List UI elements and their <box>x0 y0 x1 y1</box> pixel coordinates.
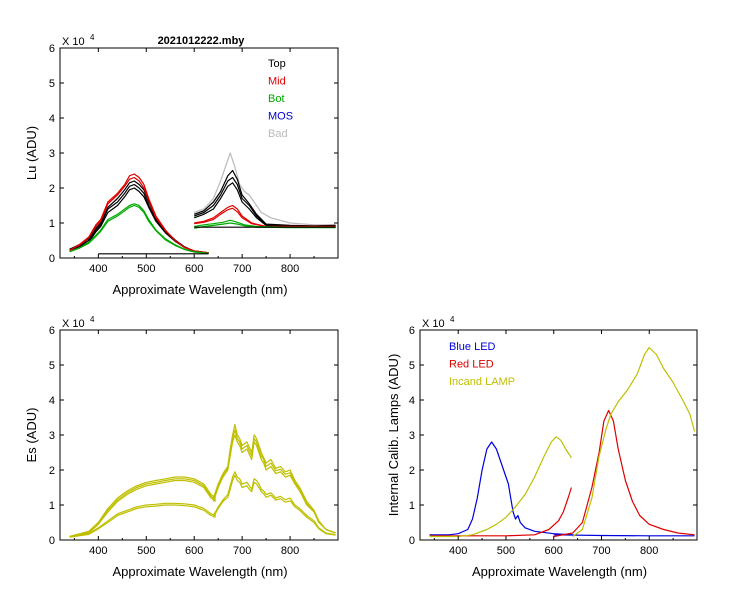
x-tick-label: 700 <box>233 263 251 275</box>
series-incand-lamp-line <box>572 346 696 537</box>
legend-blue-led: Blue LED <box>449 341 496 353</box>
legend-top: Top <box>268 58 286 70</box>
legend-mid: Mid <box>268 76 286 88</box>
y-tick-label: 3 <box>409 430 415 442</box>
legend-incand-lamp: Incand LAMP <box>449 376 515 388</box>
x-tick-label: 400 <box>449 545 467 557</box>
chart-lamps: 400 500 600 700 800 0 1 2 3 4 5 6 X 10 4 Approximate W… <box>386 315 698 579</box>
series-es-line <box>69 478 217 538</box>
x-axis-label: Approximate Wavelength (nm) <box>472 564 647 579</box>
legend-bad: Bad <box>268 128 288 140</box>
y-tick-label: 6 <box>49 325 55 337</box>
y-tick-label: 6 <box>409 325 415 337</box>
y-tick-label: 5 <box>409 360 415 372</box>
series-es-line <box>69 479 217 538</box>
y-tick-label: 0 <box>49 535 55 547</box>
y-tick-label: 2 <box>49 465 55 477</box>
x-tick-label: 700 <box>592 545 610 557</box>
chart-es: 400 500 600 700 800 0 1 2 3 4 5 6 X 10 4 Approximate W… <box>24 315 339 579</box>
x-tick-label: 700 <box>233 545 251 557</box>
x-tick-label: 500 <box>497 545 515 557</box>
series-top-line <box>193 169 336 227</box>
series-es-line <box>69 502 217 538</box>
series-top-line <box>193 182 336 228</box>
y-tick-label: 3 <box>49 148 55 160</box>
series-bot-line <box>69 204 209 254</box>
series-incand-lamp-line <box>429 436 572 538</box>
series-bot-line <box>69 203 209 254</box>
y-multiplier-label: X 10 <box>62 318 85 330</box>
x-tick-label: 500 <box>137 545 155 557</box>
chart-title: 2021012222.mby <box>158 35 246 47</box>
y-multiplier-exponent: 4 <box>450 315 455 324</box>
y-tick-label: 4 <box>49 113 55 125</box>
x-tick-label: 400 <box>89 545 107 557</box>
series-top-line <box>69 183 209 254</box>
series-blue-led-line <box>429 441 573 536</box>
series-es-line <box>69 504 217 538</box>
y-multiplier-exponent: 4 <box>90 315 95 324</box>
series-top-line <box>69 187 209 254</box>
x-axis-label: Approximate Wavelength (nm) <box>112 564 287 579</box>
x-axis-label: Approximate Wavelength (nm) <box>112 282 287 297</box>
y-tick-label: 2 <box>49 183 55 195</box>
series-es-line <box>212 423 336 534</box>
series-mid-line <box>69 176 209 254</box>
y-tick-label: 5 <box>49 360 55 372</box>
y-multiplier-exponent: 4 <box>90 33 95 42</box>
x-tick-label: 500 <box>137 263 155 275</box>
y-tick-label: 2 <box>409 465 415 477</box>
legend-red-led: Red LED <box>449 359 494 371</box>
x-tick-label: 800 <box>281 263 299 275</box>
series-es-line <box>212 471 336 536</box>
series-top-line <box>193 176 336 228</box>
y-tick-label: 0 <box>409 535 415 547</box>
y-multiplier-label: X 10 <box>422 318 445 330</box>
legend-mos: MOS <box>268 111 293 123</box>
y-tick-label: 0 <box>49 253 55 265</box>
y-axis-label: Lu (ADU) <box>24 126 39 180</box>
y-tick-label: 1 <box>409 500 415 512</box>
y-multiplier-label: X 10 <box>62 36 85 48</box>
series-red-led-line <box>429 487 572 537</box>
series-blue-led-line <box>553 534 695 537</box>
series-es-line <box>212 429 336 534</box>
y-tick-label: 6 <box>49 43 55 55</box>
y-tick-label: 4 <box>409 395 415 407</box>
chart-lu: 400 500 600 700 800 0 1 2 3 4 5 6 X 10 4 2021012222.mb… <box>24 33 339 297</box>
x-tick-label: 600 <box>185 263 203 275</box>
series-es-line <box>212 474 336 536</box>
x-tick-label: 400 <box>89 263 107 275</box>
y-axis-label: Internal Calib. Lamps (ADU) <box>386 354 401 517</box>
series-bad-line <box>193 152 336 226</box>
y-tick-label: 4 <box>49 395 55 407</box>
y-tick-label: 1 <box>49 218 55 230</box>
y-tick-label: 5 <box>49 78 55 90</box>
x-tick-label: 800 <box>640 545 658 557</box>
legend-bot: Bot <box>268 93 285 105</box>
x-tick-label: 800 <box>281 545 299 557</box>
series-es-line <box>69 476 217 538</box>
y-tick-label: 1 <box>49 500 55 512</box>
y-axis-label: Es (ADU) <box>24 408 39 463</box>
y-tick-label: 3 <box>49 430 55 442</box>
series-red-led-line <box>553 409 695 538</box>
x-tick-label: 600 <box>545 545 563 557</box>
x-tick-label: 600 <box>185 545 203 557</box>
